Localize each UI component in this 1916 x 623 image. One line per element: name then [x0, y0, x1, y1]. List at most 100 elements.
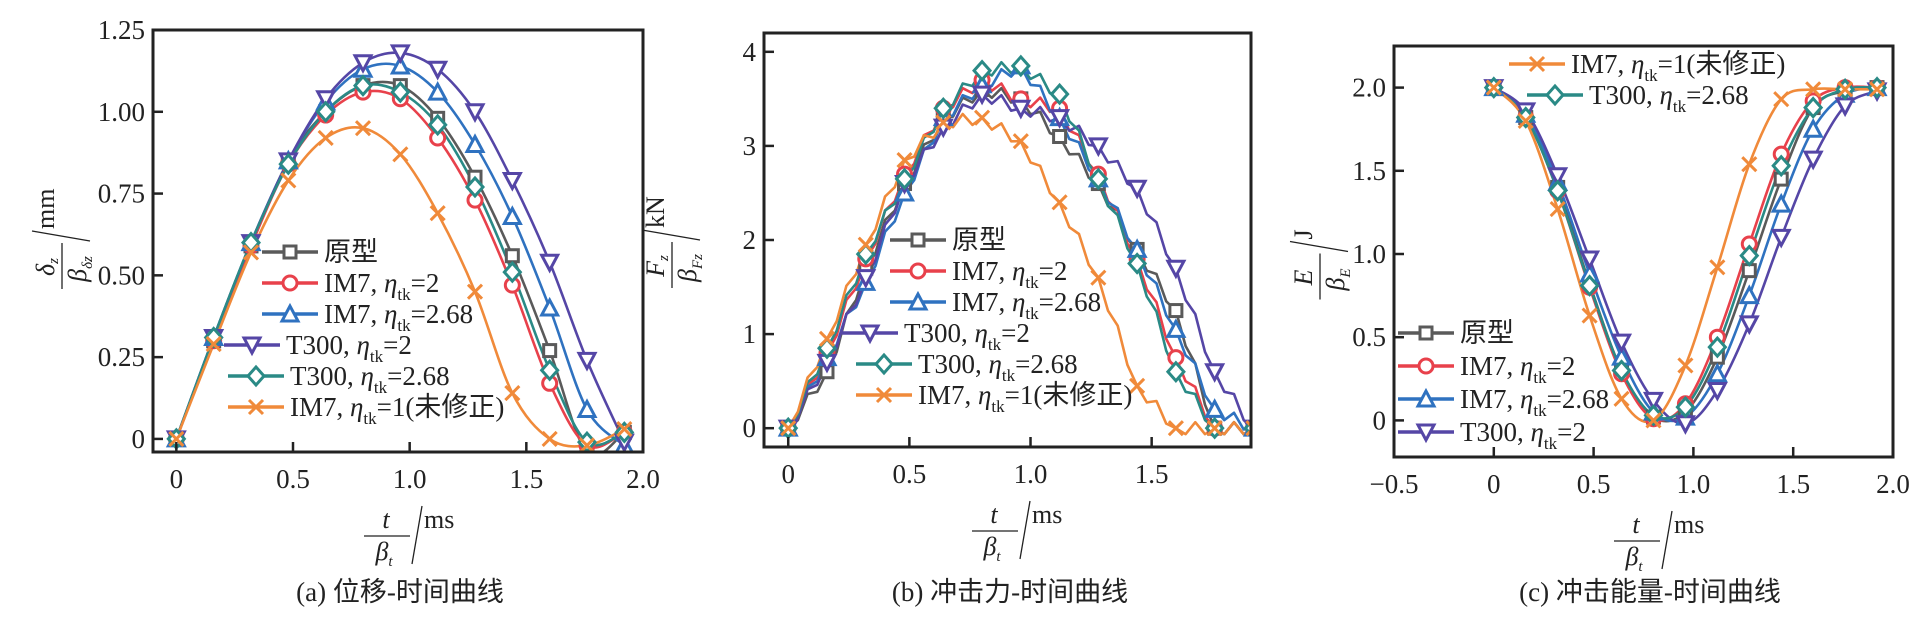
data-point-im7_268: [464, 133, 486, 153]
data-point-im7_268: [1706, 362, 1728, 383]
data-point-t300_2: [1049, 109, 1071, 129]
data-point-im7_1: [242, 244, 260, 261]
x-axis-label: t βt ms: [364, 505, 454, 570]
y-axis-label-denominator: βFz: [673, 254, 706, 283]
data-point-t300_268: [502, 260, 523, 284]
data-point-t300_2: [1674, 415, 1696, 435]
legend-label: IM7, ηtk=2.68: [1460, 384, 1609, 420]
legend-marker-triangle-down-icon: [1415, 423, 1437, 444]
x-axis-label-numerator: t: [382, 505, 390, 534]
legend-entry-im7_2: IM7, ηtk=2: [890, 256, 1067, 292]
data-point-prototype: [1052, 129, 1068, 144]
y-axis-label-unit: kN: [641, 196, 670, 228]
data-point-im7_1: [168, 430, 185, 447]
data-point-im7_1: [1709, 259, 1726, 276]
x-axis-label-unit: ms: [1032, 500, 1062, 529]
y-tick-label: 2: [743, 225, 757, 255]
data-point-prototype: [542, 343, 558, 359]
chart-a-displacement: 0 0.5 1.0 1.5 2.0 0 0.25 0.50 0.75 1.00 1.25 t βt ms δ…: [31, 15, 660, 607]
data-point-t300_2: [1547, 167, 1569, 187]
legend-label: 原型: [1460, 318, 1514, 348]
x-axis-label-slash: [1661, 510, 1673, 570]
x-tick-label: 2.0: [626, 464, 660, 494]
legend-marker-triangle-down-icon: [241, 336, 263, 357]
data-point-t300_268: [390, 80, 411, 104]
y-tick-label: 0: [1373, 405, 1387, 435]
legend-marker-square-icon: [282, 244, 298, 260]
x-tick-label: 0: [170, 464, 184, 494]
data-point-im7_1: [317, 129, 334, 147]
data-point-t300_268: [1579, 274, 1600, 297]
legend-marker-triangle-up-icon: [907, 290, 929, 311]
legend-entry-im7_2: IM7, ηtk=2: [1398, 351, 1575, 387]
chart-caption: (a) 位移-时间曲线: [296, 577, 504, 607]
data-point-im7_1: [973, 109, 991, 126]
data-point-im7_1: [1517, 112, 1534, 129]
data-point-im7_1: [280, 172, 297, 189]
legend-entry-im7_268: IM7, ηtk=2.68: [1398, 384, 1609, 420]
data-point-t300_268: [1049, 82, 1070, 106]
legend-marker-x-icon: [875, 386, 893, 404]
data-point-t300_268: [1611, 359, 1632, 382]
axes-frame: [1392, 44, 1895, 459]
data-point-im7_1: [392, 146, 409, 163]
data-point-im7_268: [389, 54, 411, 75]
x-tick-label: 0: [1487, 469, 1501, 499]
data-point-im7_1: [935, 114, 952, 131]
data-point-im7_1: [1773, 91, 1790, 108]
y-tick-label: 0: [743, 413, 757, 443]
x-axis-label-unit: ms: [1674, 510, 1704, 539]
series-group: [777, 54, 1251, 440]
legend-label: T300, ηtk=2: [904, 318, 1030, 354]
legend-marker-triangle-down-icon: [859, 324, 881, 345]
legend-marker-circle-icon: [281, 274, 299, 292]
data-point-t300_268: [1088, 167, 1109, 191]
data-point-im7_1: [896, 151, 913, 169]
data-point-t300_268: [464, 175, 486, 199]
legend-marker-triangle-up-icon: [279, 302, 301, 323]
data-point-im7_1: [1677, 357, 1694, 374]
legend-entry-t300_268: T300, ηtk=2.68: [1527, 80, 1749, 116]
y-axis-label-numerator: E: [1289, 269, 1318, 286]
legend-entry-t300_2: T300, ηtk=2: [842, 318, 1030, 354]
data-point-t300_268: [614, 421, 635, 444]
x-tick-label: 1.0: [393, 464, 427, 494]
data-point-t300_2: [971, 85, 993, 106]
chart-c-impact-energy: −0.5 0 0.5 1.0 1.5 2.0 0 0.5 1.0 1.5 2.0 t βt ms E βE J (…: [1289, 44, 1910, 607]
legend-entry-prototype: 原型: [1398, 318, 1514, 348]
data-point-t300_268: [1803, 96, 1824, 119]
x-tick-label: −0.5: [1370, 469, 1419, 499]
data-point-im7_1: [1051, 194, 1068, 211]
x-axis-label-slash: [411, 505, 423, 565]
data-point-prototype: [1168, 303, 1184, 319]
legend-label: T300, ηtk=2.68: [918, 349, 1078, 385]
x-axis-label-denominator: βt: [374, 537, 393, 570]
data-point-t300_268: [278, 152, 299, 176]
legend-marker-diamond-icon: [1544, 83, 1566, 107]
chart-caption: (c) 冲击能量-时间曲线: [1519, 577, 1781, 607]
data-point-im7_1: [857, 236, 874, 253]
legend-entry-im7_1: IM7, ηtk=1(未修正): [856, 380, 1132, 416]
y-tick-label: 0.50: [98, 260, 145, 290]
data-point-im7_1: [1837, 81, 1854, 98]
legend-label: IM7, ηtk=2.68: [324, 299, 473, 335]
legend-marker-triangle-up-icon: [1415, 387, 1437, 408]
data-point-im7_1: [1581, 307, 1598, 324]
legend-entry-t300_2: T300, ηtk=2: [224, 330, 412, 366]
data-point-im7_1: [1012, 133, 1029, 150]
y-tick-label: 1.5: [1352, 156, 1386, 186]
legend-label: IM7, ηtk=1(未修正): [1571, 49, 1785, 85]
data-point-im7_1: [1868, 81, 1886, 98]
x-axis-label-numerator: t: [990, 500, 998, 529]
legend-entry-im7_2: IM7, ηtk=2: [262, 268, 439, 304]
x-axis-label-denominator: βt: [1624, 542, 1643, 575]
y-tick-label: 2.0: [1352, 73, 1386, 103]
x-tick-label: 1.5: [1135, 459, 1169, 489]
y-tick-label: 3: [743, 131, 757, 161]
legend-label: IM7, ηtk=2: [324, 268, 439, 304]
legend-entry-prototype: 原型: [262, 237, 378, 267]
data-point-t300_2: [1706, 381, 1728, 402]
